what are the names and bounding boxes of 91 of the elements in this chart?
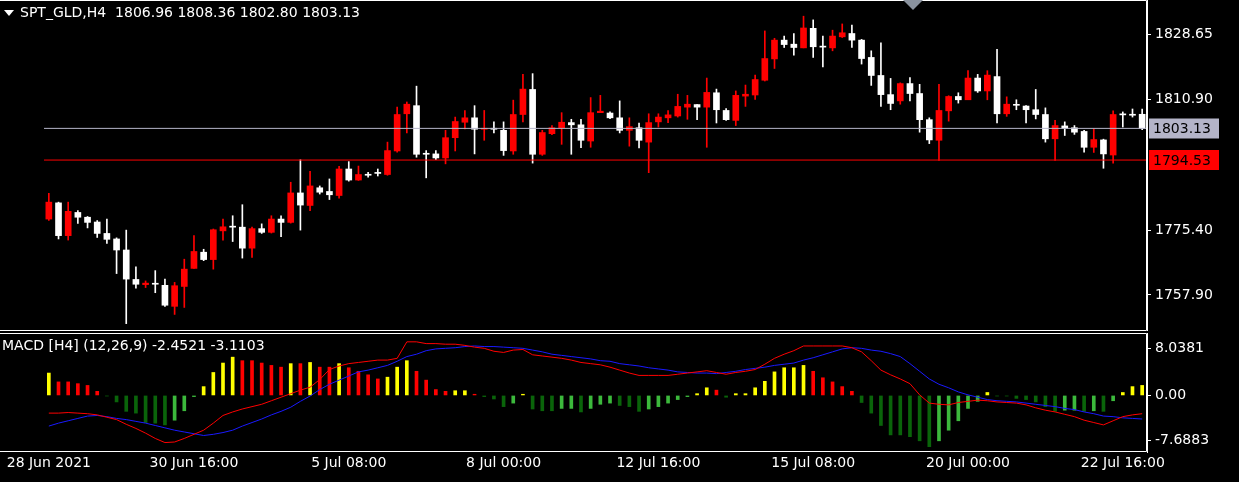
candlestick <box>151 270 159 294</box>
bar <box>927 395 932 448</box>
bar <box>317 366 322 396</box>
bar <box>124 395 129 412</box>
bar <box>937 395 941 442</box>
bar <box>395 366 399 396</box>
bar <box>753 387 757 396</box>
ref-line-label: 1803.13 <box>1153 120 1211 137</box>
candlestick <box>229 215 236 242</box>
bar <box>821 377 825 396</box>
bar <box>1091 395 1096 412</box>
bar <box>66 381 71 396</box>
bar <box>308 362 312 396</box>
bar <box>637 395 641 412</box>
candlestick <box>790 33 798 56</box>
bar <box>675 395 680 400</box>
y-tick-label: 0.00 <box>1155 386 1187 403</box>
bar <box>617 395 622 406</box>
bar <box>898 395 903 436</box>
bar <box>704 387 709 396</box>
bar <box>511 395 516 404</box>
bar <box>95 390 100 396</box>
bar <box>211 372 216 396</box>
bar <box>966 395 970 409</box>
bar <box>76 383 80 396</box>
ref-line-label: 1794.53 <box>1153 151 1211 168</box>
bar <box>375 378 380 396</box>
candlestick <box>422 150 430 179</box>
bar <box>134 395 138 414</box>
bar <box>540 395 545 412</box>
bar <box>279 366 283 396</box>
x-tick-label: 20 Jul 00:00 <box>926 454 1010 471</box>
y-tick-label: 1757.90 <box>1155 285 1213 302</box>
bar <box>569 395 574 409</box>
bar <box>956 395 961 422</box>
bar <box>1062 395 1067 411</box>
bar <box>646 395 651 410</box>
x-tick-label: 30 Jun 16:00 <box>149 454 239 471</box>
bar <box>1120 392 1125 396</box>
candlestick <box>277 215 285 238</box>
bar <box>453 390 458 396</box>
bar <box>792 367 796 396</box>
y-tick-label: -7.6883 <box>1155 431 1210 448</box>
bar <box>250 360 254 396</box>
bar <box>405 360 409 396</box>
chart-title: MACD [H4] (12,26,9) -2.4521 -3.1103 <box>2 336 265 353</box>
bar <box>666 395 670 404</box>
bar <box>869 395 874 414</box>
x-tick-label: 8 Jul 00:00 <box>466 454 542 471</box>
y-tick-label: 8.0381 <box>1155 338 1204 355</box>
bar <box>1140 385 1144 396</box>
bar <box>840 386 845 396</box>
bar <box>259 362 264 396</box>
bar <box>1033 395 1038 403</box>
bar <box>424 379 429 396</box>
x-tick-label: 5 Jul 08:00 <box>311 454 387 471</box>
bar <box>221 362 225 396</box>
bar <box>153 395 158 424</box>
x-tick-label: 22 Jul 16:00 <box>1080 454 1165 471</box>
bar <box>879 395 883 426</box>
x-tick-label: 15 Jul 08:00 <box>771 454 856 471</box>
bar <box>1024 395 1028 400</box>
y-tick-label: 1775.40 <box>1155 221 1213 238</box>
bar <box>434 389 438 396</box>
bar <box>182 395 187 412</box>
bar <box>811 370 816 396</box>
bar <box>908 395 912 438</box>
candlestick <box>703 77 711 148</box>
bar <box>1111 395 1115 402</box>
bar <box>230 356 235 396</box>
bar <box>337 363 341 396</box>
bar <box>288 363 293 396</box>
x-tick-label: 12 Jul 16:00 <box>616 454 701 471</box>
y-tick-label: 1810.90 <box>1155 90 1213 107</box>
candlestick <box>1032 89 1040 120</box>
y-tick-label: 1828.65 <box>1155 25 1213 42</box>
bar <box>579 395 583 413</box>
bar <box>366 374 370 396</box>
bar <box>1082 395 1086 412</box>
bar <box>762 380 767 396</box>
x-tick-label: 28 Jun 2021 <box>6 454 91 471</box>
bar <box>608 395 612 404</box>
candlestick <box>567 118 575 155</box>
bar <box>850 390 854 396</box>
bar <box>782 367 786 396</box>
bar <box>163 395 167 426</box>
chart-title: SPT_GLD,H4 1806.96 1808.36 1802.80 1803.13 <box>20 3 361 20</box>
bar <box>463 390 467 396</box>
bar <box>550 395 554 412</box>
bar <box>47 372 51 396</box>
bar <box>346 367 351 396</box>
